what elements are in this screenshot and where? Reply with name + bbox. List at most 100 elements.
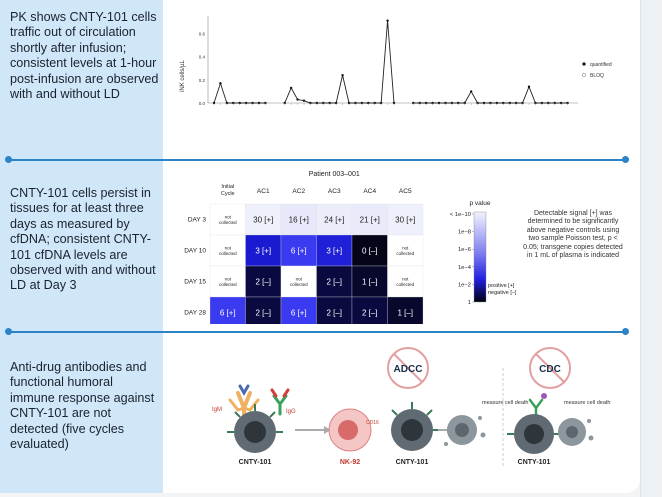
heatmap-cell-text: 3 [+]	[326, 247, 342, 256]
adcc-blocked-icon	[387, 347, 429, 389]
scale-title: p value	[470, 200, 491, 207]
cfdna-summary-text: CNTY-101 cells persist in tissues for at…	[10, 186, 156, 293]
scale-gradient-bar	[473, 211, 487, 303]
left-column	[0, 0, 163, 493]
heatmap-cell-text: 21 [+]	[360, 216, 380, 225]
heatmap-row-label: DAY 15	[184, 279, 206, 286]
legend-bloq-label: BLOQ	[590, 73, 604, 79]
pk-line-chart: iNK cells/µL quantified BLOQ 0.0 0.2 0.4 0.…	[180, 16, 612, 106]
heatmap-row-label: DAY 3	[188, 217, 207, 224]
pk-data-point	[527, 85, 531, 88]
divider-1-right-dot	[622, 156, 629, 163]
heatmap-cell-text: 1 [–]	[362, 278, 378, 287]
igm-label: IgM	[212, 407, 222, 413]
cd16-label: CD16	[366, 420, 379, 426]
heatmap-cell	[209, 296, 246, 324]
pk-series-line-1	[284, 20, 395, 104]
pk-y-tick-label: 0.2	[199, 78, 206, 83]
heatmap-cell-text: 0 [–]	[362, 247, 378, 256]
heatmap-cell-text: 2 [–]	[255, 278, 271, 287]
heatmap-column-header: AC4	[363, 188, 376, 195]
pk-summary-text: PK shows CNTY-101 cells traffic out of c…	[10, 10, 159, 102]
heatmap-cell-text: not collected	[219, 246, 237, 257]
cnty-101-label-2: CNTY-101	[396, 459, 429, 466]
heatmap-column-header: Initial Cycle	[221, 184, 235, 197]
heatmap-cell-text: 1 [–]	[397, 309, 413, 318]
scale-tick-label: < 1e−10	[450, 212, 471, 218]
heatmap-footnote: Detectable signal [+] was determined to …	[523, 210, 623, 260]
pk-data-point	[341, 73, 344, 77]
complement-icon	[528, 393, 547, 416]
divider-2	[8, 331, 626, 333]
heatmap-cell-text: 6 [+]	[220, 309, 236, 318]
pk-data-point	[302, 99, 306, 102]
cnty-101-cell-icon-3	[507, 414, 561, 454]
nk-92-label: NK-92	[340, 459, 360, 466]
heatmap-cell	[209, 203, 246, 236]
cnty-101-label-1: CNTY-101	[239, 459, 272, 466]
pk-data-point	[296, 98, 299, 101]
heatmap-cell	[316, 234, 353, 267]
legend-quantified-marker	[582, 62, 586, 66]
pk-series-line-0	[213, 81, 266, 104]
heatmap-column-header: AC1	[257, 188, 270, 195]
cnty-101-cell-icon-2	[391, 402, 440, 451]
dying-cell-icon-1	[444, 415, 486, 446]
cnty-101-cell-icon-1	[227, 404, 283, 453]
legend-bloq-marker	[582, 73, 586, 77]
scale-negative-label: negative [–]	[488, 290, 517, 296]
scale-tick-label: 1e−4	[458, 265, 472, 271]
heatmap-cell-text: 2 [–]	[362, 309, 378, 318]
heatmap-cell	[351, 234, 388, 267]
scale-tick-label: 1e−8	[458, 230, 471, 236]
pk-series-line-2	[413, 85, 568, 104]
heatmap-cell-text: 2 [–]	[326, 309, 342, 318]
heatmap-cell	[387, 265, 424, 298]
heatmap-cell-text: 3 [+]	[255, 247, 271, 256]
pk-y-tick-label: 0.0	[199, 101, 206, 106]
heatmap-cell-text: 16 [+]	[289, 216, 309, 225]
cfdna-heatmap: Patient 003–001 Initial Cycle AC1 AC2 AC3 AC4 A…	[184, 171, 424, 324]
heatmap-column-header: AC2	[292, 188, 305, 195]
heatmap-cell-text: 30 [+]	[395, 216, 415, 225]
divider-2-left-dot	[5, 328, 12, 335]
pk-data-point	[289, 86, 293, 90]
legend-quantified-label: quantified	[590, 62, 612, 68]
heatmap-cell	[351, 203, 388, 236]
arrow-right-icon	[295, 426, 331, 434]
heatmap-cell-text: not collected	[290, 277, 308, 288]
p-value-color-scale: p value < 1e−10 1e−8 1e−6 1e−4 1e−2 1 positiv…	[450, 200, 517, 306]
cnty-101-label-3: CNTY-101	[518, 459, 551, 466]
heatmap-column-header: AC3	[328, 188, 341, 195]
cdc-blocked-icon	[529, 347, 571, 389]
dying-cell-icon-2	[558, 418, 594, 446]
heatmap-column-header: AC5	[399, 188, 412, 195]
heatmap-cell	[209, 265, 246, 298]
immune-response-diagram: IgM IgG CNTY-101 NK-92 CD16	[212, 347, 610, 466]
slide-card: PK shows CNTY-101 cells traffic out of c…	[0, 0, 640, 493]
scale-positive-label: positive [+]	[488, 283, 515, 289]
heatmap-cell-text: 6 [+]	[291, 309, 307, 318]
scale-tick-label: 1e−6	[458, 247, 471, 253]
measure-cell-death-label-2: measure cell death	[564, 400, 610, 406]
heatmap-cell	[316, 203, 353, 236]
adcc-label: ADCC	[394, 364, 423, 375]
heatmap-cell	[316, 265, 353, 298]
heatmap-cell-text: not collected	[396, 246, 414, 257]
pk-data-point	[469, 90, 473, 93]
heatmap-cell	[245, 234, 282, 267]
right-scroll-panel	[640, 0, 662, 497]
heatmap-cell	[387, 203, 424, 236]
igg-antibody-icon	[270, 388, 290, 416]
pk-data-point	[219, 82, 222, 85]
heatmap-cell-text: 6 [+]	[291, 247, 307, 256]
heatmap-cell	[245, 296, 282, 324]
heatmap-cell	[280, 234, 317, 267]
heatmap-cell	[351, 265, 388, 298]
heatmap-cell-text: 2 [–]	[255, 309, 271, 318]
scale-tick-label: 1	[468, 300, 471, 306]
heatmap-cell-text: 24 [+]	[324, 216, 344, 225]
heatmap-cell	[316, 296, 353, 324]
heatmap-cell-text: 2 [–]	[326, 278, 342, 287]
nk-92-cell-icon	[328, 408, 372, 452]
